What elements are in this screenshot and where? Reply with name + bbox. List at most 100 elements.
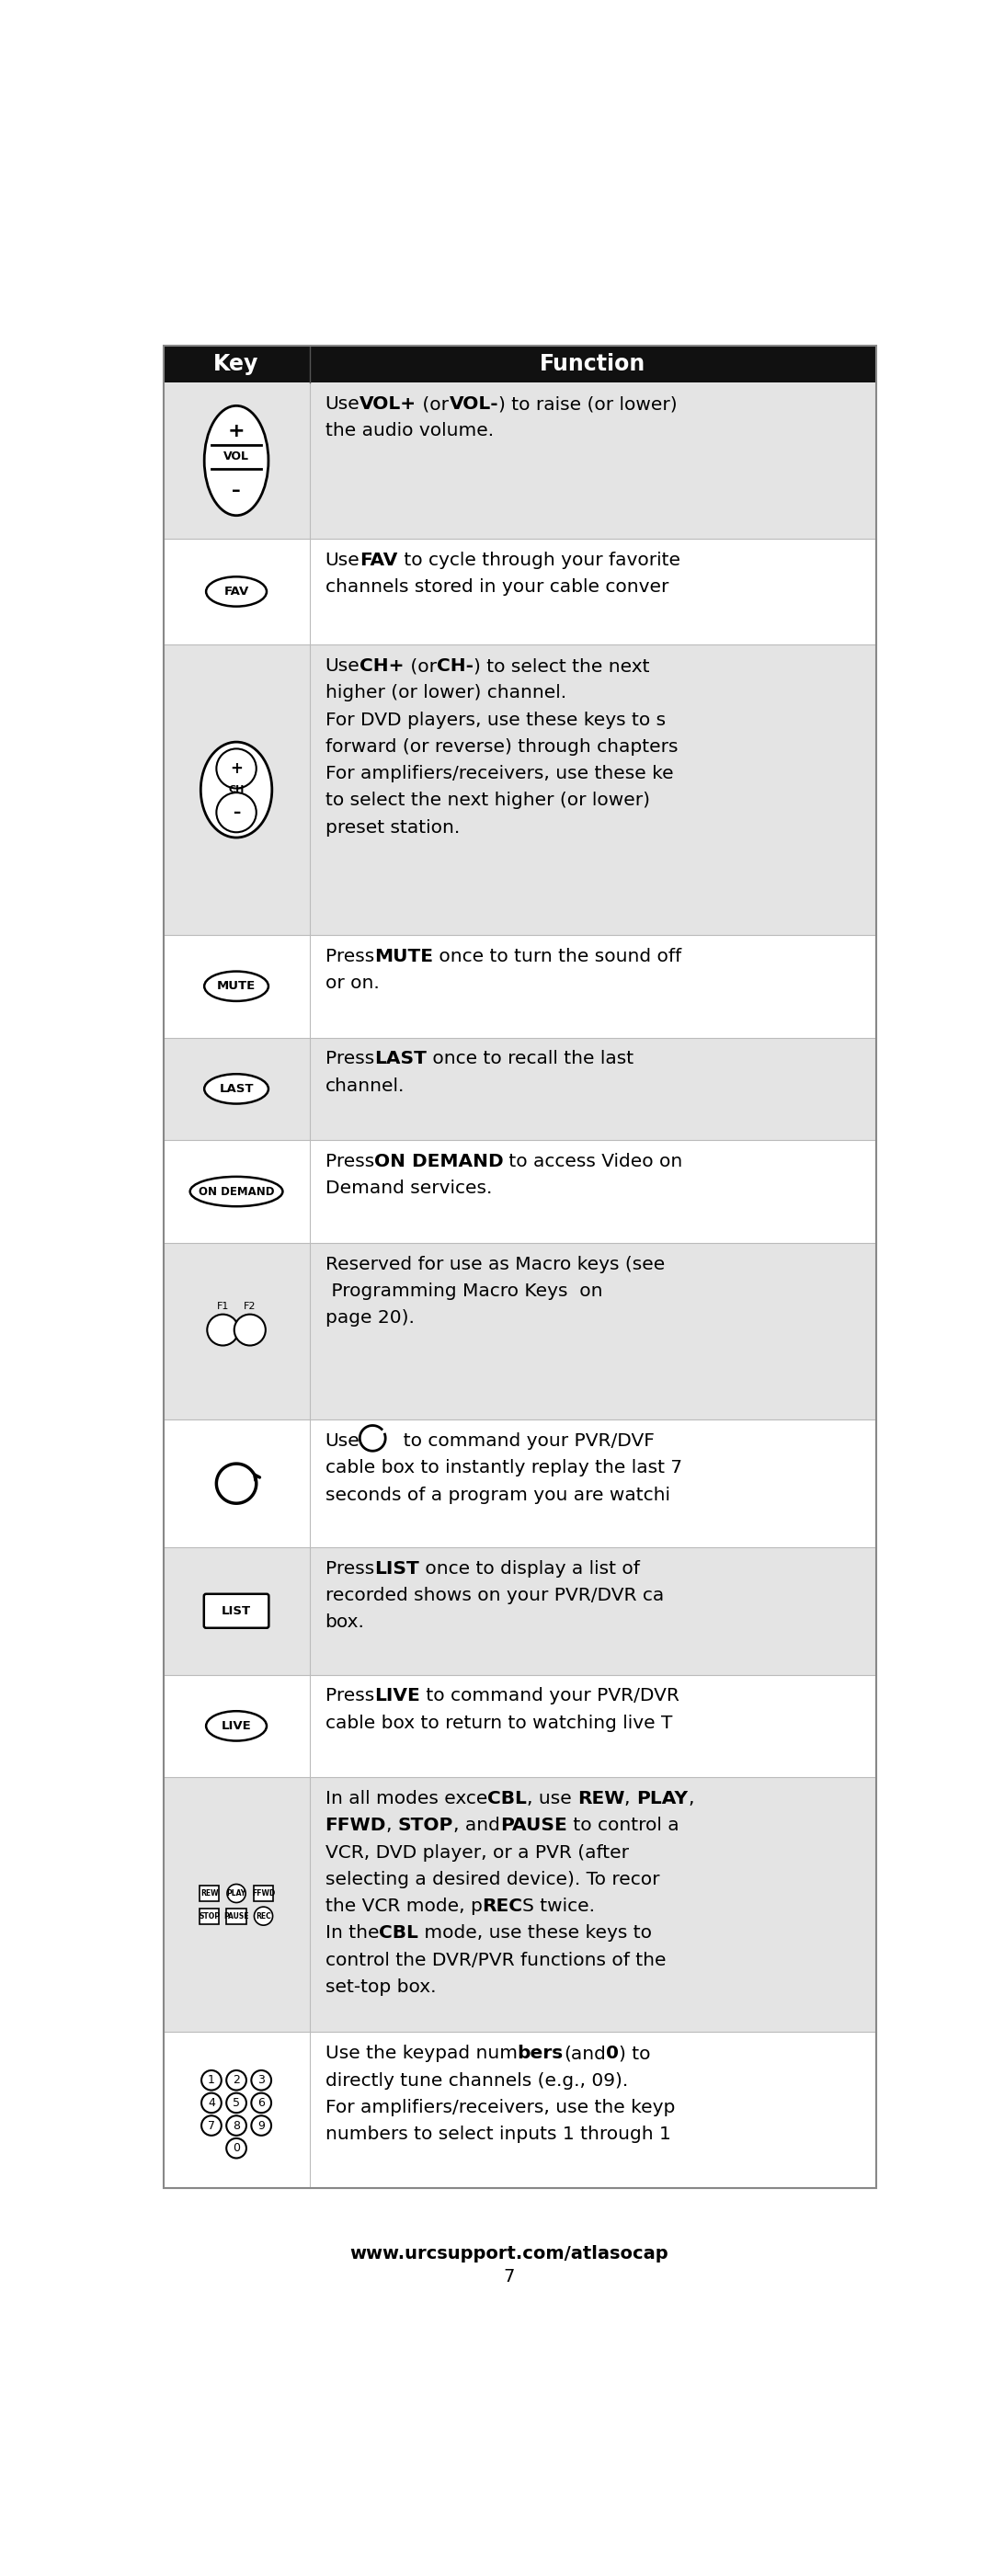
Circle shape: [202, 2115, 221, 2136]
FancyBboxPatch shape: [163, 1242, 876, 1419]
Text: ,: ,: [386, 1816, 398, 1834]
FancyBboxPatch shape: [163, 2032, 876, 2187]
Text: , and: , and: [454, 1816, 500, 1834]
Text: REC: REC: [256, 1911, 271, 1919]
FancyBboxPatch shape: [163, 644, 876, 935]
Text: (or: (or: [417, 397, 449, 412]
FancyBboxPatch shape: [204, 1595, 269, 1628]
Text: 7: 7: [208, 2120, 215, 2130]
Text: ,: ,: [688, 1790, 694, 1808]
Text: to control a: to control a: [567, 1816, 679, 1834]
Text: 7: 7: [503, 2269, 514, 2285]
Text: Use the keypad num: Use the keypad num: [325, 2045, 517, 2063]
Text: (or: (or: [404, 657, 437, 675]
Text: REW: REW: [201, 1888, 218, 1899]
Text: Function: Function: [539, 353, 645, 376]
Text: Reserved for use as Macro keys (see: Reserved for use as Macro keys (see: [325, 1255, 664, 1273]
Text: FFWD: FFWD: [252, 1888, 275, 1899]
Ellipse shape: [190, 1177, 283, 1206]
Text: FFWD: FFWD: [325, 1816, 386, 1834]
Text: LAST: LAST: [374, 1051, 426, 1069]
Text: REW: REW: [577, 1790, 625, 1808]
Text: In the: In the: [325, 1924, 379, 1942]
Text: –: –: [232, 804, 240, 822]
Text: CBL: CBL: [379, 1924, 418, 1942]
Text: cable box to instantly replay the last 7: cable box to instantly replay the last 7: [325, 1461, 682, 1476]
Circle shape: [202, 2071, 221, 2089]
FancyBboxPatch shape: [163, 384, 876, 538]
Circle shape: [216, 750, 256, 788]
Text: MUTE: MUTE: [374, 948, 433, 966]
Text: once to turn the sound off: once to turn the sound off: [433, 948, 681, 966]
Text: mode, use these keys to: mode, use these keys to: [418, 1924, 651, 1942]
Text: higher (or lower) channel.: higher (or lower) channel.: [325, 685, 566, 701]
Text: to cycle through your favorite: to cycle through your favorite: [398, 551, 680, 569]
Text: Use: Use: [325, 397, 359, 412]
Text: 8: 8: [232, 2120, 240, 2130]
Circle shape: [251, 2071, 271, 2089]
Text: Press: Press: [325, 1687, 374, 1705]
Circle shape: [226, 2115, 246, 2136]
Text: preset station.: preset station.: [325, 819, 460, 837]
Text: set-top box.: set-top box.: [325, 1978, 436, 1996]
Ellipse shape: [201, 742, 272, 837]
Text: channels stored in your cable conver: channels stored in your cable conver: [325, 577, 668, 595]
Text: Demand services.: Demand services.: [325, 1180, 492, 1198]
Text: Use: Use: [325, 551, 359, 569]
Text: 2: 2: [232, 2074, 240, 2087]
Text: LIST: LIST: [221, 1605, 251, 1618]
Text: once to recall the last: once to recall the last: [426, 1051, 634, 1069]
Text: ) to select the next: ) to select the next: [474, 657, 649, 675]
Text: CH-: CH-: [437, 657, 474, 675]
Text: control the DVR/PVR functions of the: control the DVR/PVR functions of the: [325, 1953, 665, 1968]
Text: LAST: LAST: [219, 1082, 253, 1095]
Text: LIST: LIST: [374, 1561, 419, 1577]
Text: +: +: [227, 422, 245, 440]
Ellipse shape: [207, 577, 267, 605]
Text: +: +: [230, 760, 242, 778]
FancyBboxPatch shape: [163, 1038, 876, 1141]
Text: page 20).: page 20).: [325, 1309, 414, 1327]
Text: –: –: [232, 482, 240, 500]
Text: bers: bers: [517, 2045, 563, 2063]
Text: to access Video on: to access Video on: [503, 1154, 683, 1170]
Circle shape: [234, 1314, 265, 1345]
Ellipse shape: [207, 1710, 267, 1741]
Text: 1: 1: [208, 2074, 215, 2087]
Text: PAUSE: PAUSE: [500, 1816, 567, 1834]
Text: 6: 6: [257, 2097, 265, 2110]
Ellipse shape: [205, 971, 268, 1002]
Text: ON DEMAND: ON DEMAND: [199, 1185, 274, 1198]
Text: box.: box.: [325, 1613, 364, 1631]
Text: LIVE: LIVE: [221, 1721, 251, 1731]
Text: directly tune channels (e.g., 09).: directly tune channels (e.g., 09).: [325, 2071, 628, 2089]
FancyBboxPatch shape: [163, 1141, 876, 1242]
Text: STOP: STOP: [398, 1816, 454, 1834]
Text: 4: 4: [208, 2097, 215, 2110]
Ellipse shape: [205, 1074, 268, 1103]
Text: Use: Use: [325, 657, 359, 675]
Circle shape: [251, 2094, 271, 2112]
Text: CBL: CBL: [488, 1790, 526, 1808]
Text: PLAY: PLAY: [637, 1790, 688, 1808]
Text: STOP: STOP: [199, 1911, 219, 1919]
Text: cable box to return to watching live T: cable box to return to watching live T: [325, 1713, 672, 1731]
FancyBboxPatch shape: [163, 345, 876, 384]
Text: www.urcsupport.com/atlasocap: www.urcsupport.com/atlasocap: [350, 2244, 668, 2262]
Circle shape: [226, 2071, 246, 2089]
Text: Press: Press: [325, 1051, 374, 1069]
Text: CH: CH: [228, 786, 244, 793]
Circle shape: [226, 2138, 246, 2159]
Text: (and: (and: [563, 2045, 606, 2063]
Text: For DVD players, use these keys to s: For DVD players, use these keys to s: [325, 711, 665, 729]
Text: or on.: or on.: [325, 974, 379, 992]
FancyBboxPatch shape: [226, 1909, 246, 1924]
Text: ,: ,: [625, 1790, 637, 1808]
Text: ) to: ) to: [619, 2045, 650, 2063]
Text: ON DEMAND: ON DEMAND: [374, 1154, 503, 1170]
Circle shape: [254, 1906, 273, 1924]
FancyBboxPatch shape: [163, 538, 876, 644]
Text: For amplifiers/receivers, use the keyp: For amplifiers/receivers, use the keyp: [325, 2099, 675, 2115]
Text: 0: 0: [232, 2143, 240, 2154]
Text: 9: 9: [257, 2120, 265, 2130]
